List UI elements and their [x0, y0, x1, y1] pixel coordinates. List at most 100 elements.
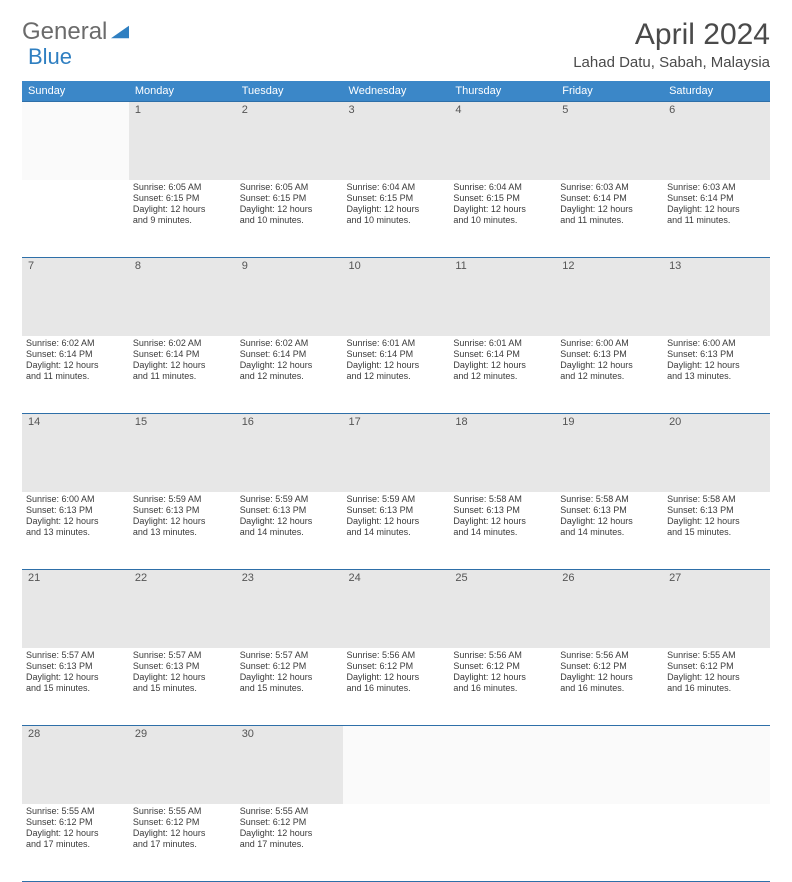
day-cell-line: Daylight: 12 hours: [560, 204, 659, 215]
day-number: 29: [129, 726, 236, 804]
day-number: 13: [663, 258, 770, 336]
day-cell: Sunrise: 5:55 AMSunset: 6:12 PMDaylight:…: [236, 804, 343, 882]
dow-header: Sunday: [22, 81, 129, 102]
logo-triangle-icon: [111, 25, 129, 39]
day-cell-line: Daylight: 12 hours: [560, 360, 659, 371]
dow-header: Thursday: [449, 81, 556, 102]
day-cell-line: and 15 minutes.: [26, 683, 125, 694]
day-cell: Sunrise: 5:59 AMSunset: 6:13 PMDaylight:…: [236, 492, 343, 570]
day-cell-line: and 14 minutes.: [453, 527, 552, 538]
day-number: 16: [236, 414, 343, 492]
daynum-row: 123456: [22, 102, 770, 180]
day-cell-line: Sunset: 6:15 PM: [133, 193, 232, 204]
day-cell-line: Sunrise: 6:00 AM: [560, 338, 659, 349]
day-cell-line: Sunset: 6:14 PM: [26, 349, 125, 360]
day-cell-line: Sunrise: 6:04 AM: [453, 182, 552, 193]
day-cell-line: Daylight: 12 hours: [133, 516, 232, 527]
day-cell-line: Sunrise: 5:55 AM: [240, 806, 339, 817]
day-cell-line: Sunset: 6:13 PM: [667, 349, 766, 360]
day-number: 26: [556, 570, 663, 648]
day-cell: Sunrise: 5:57 AMSunset: 6:12 PMDaylight:…: [236, 648, 343, 726]
day-cell-line: and 16 minutes.: [453, 683, 552, 694]
dow-header: Friday: [556, 81, 663, 102]
day-cell-line: Sunset: 6:13 PM: [133, 661, 232, 672]
day-cell: [556, 804, 663, 882]
day-cell-line: Daylight: 12 hours: [240, 360, 339, 371]
day-cell-line: Sunrise: 5:59 AM: [347, 494, 446, 505]
day-cell-line: and 17 minutes.: [26, 839, 125, 850]
dow-header: Wednesday: [343, 81, 450, 102]
day-number: 11: [449, 258, 556, 336]
dow-row: SundayMondayTuesdayWednesdayThursdayFrid…: [22, 81, 770, 102]
day-cell-line: Sunset: 6:13 PM: [667, 505, 766, 516]
day-cell-line: Sunset: 6:13 PM: [133, 505, 232, 516]
day-cell-line: Sunset: 6:12 PM: [240, 661, 339, 672]
day-cell-line: Sunrise: 5:56 AM: [560, 650, 659, 661]
day-cell-line: Sunset: 6:14 PM: [667, 193, 766, 204]
day-cell-line: Sunset: 6:14 PM: [347, 349, 446, 360]
day-cell-line: and 14 minutes.: [347, 527, 446, 538]
day-number: 14: [22, 414, 129, 492]
day-cell-line: Sunrise: 6:02 AM: [240, 338, 339, 349]
dow-header: Monday: [129, 81, 236, 102]
day-cell-line: Sunrise: 6:03 AM: [560, 182, 659, 193]
day-cell-line: Sunrise: 5:58 AM: [560, 494, 659, 505]
day-cell-line: and 12 minutes.: [453, 371, 552, 382]
day-cell: [22, 180, 129, 258]
week-row: Sunrise: 5:57 AMSunset: 6:13 PMDaylight:…: [22, 648, 770, 726]
day-cell-line: and 13 minutes.: [26, 527, 125, 538]
day-number: [556, 726, 663, 804]
daynum-row: 21222324252627: [22, 570, 770, 648]
logo-sub: Blue: [28, 44, 72, 70]
day-number: 21: [22, 570, 129, 648]
day-cell-line: Daylight: 12 hours: [560, 516, 659, 527]
day-cell-line: Sunrise: 6:00 AM: [667, 338, 766, 349]
day-cell-line: Sunset: 6:13 PM: [26, 505, 125, 516]
day-cell-line: and 14 minutes.: [560, 527, 659, 538]
day-cell-line: Sunset: 6:15 PM: [240, 193, 339, 204]
day-cell-line: Sunset: 6:13 PM: [560, 505, 659, 516]
day-cell-line: Sunrise: 6:02 AM: [26, 338, 125, 349]
day-cell: Sunrise: 5:55 AMSunset: 6:12 PMDaylight:…: [129, 804, 236, 882]
day-cell-line: and 15 minutes.: [133, 683, 232, 694]
day-cell-line: Daylight: 12 hours: [667, 672, 766, 683]
day-cell: [449, 804, 556, 882]
day-cell-line: Sunrise: 5:59 AM: [240, 494, 339, 505]
day-cell-line: and 16 minutes.: [560, 683, 659, 694]
day-cell: Sunrise: 5:58 AMSunset: 6:13 PMDaylight:…: [556, 492, 663, 570]
dow-header: Tuesday: [236, 81, 343, 102]
day-cell-line: Daylight: 12 hours: [667, 360, 766, 371]
day-cell-line: Sunrise: 6:01 AM: [347, 338, 446, 349]
day-cell-line: Sunset: 6:12 PM: [240, 817, 339, 828]
day-cell: Sunrise: 5:59 AMSunset: 6:13 PMDaylight:…: [343, 492, 450, 570]
day-cell-line: Sunset: 6:15 PM: [453, 193, 552, 204]
day-cell-line: Sunrise: 5:57 AM: [240, 650, 339, 661]
day-cell-line: and 13 minutes.: [667, 371, 766, 382]
day-cell-line: Sunset: 6:14 PM: [453, 349, 552, 360]
day-cell-line: Daylight: 12 hours: [133, 672, 232, 683]
day-cell: Sunrise: 6:02 AMSunset: 6:14 PMDaylight:…: [236, 336, 343, 414]
day-cell-line: Daylight: 12 hours: [240, 516, 339, 527]
day-cell-line: and 12 minutes.: [347, 371, 446, 382]
month-title: April 2024: [573, 18, 770, 52]
day-cell-line: Sunrise: 5:59 AM: [133, 494, 232, 505]
day-cell-line: Daylight: 12 hours: [453, 672, 552, 683]
day-number: 24: [343, 570, 450, 648]
day-cell-line: Sunrise: 6:00 AM: [26, 494, 125, 505]
day-cell-line: Daylight: 12 hours: [133, 828, 232, 839]
day-cell: Sunrise: 6:05 AMSunset: 6:15 PMDaylight:…: [129, 180, 236, 258]
day-cell-line: and 9 minutes.: [133, 215, 232, 226]
day-number: 19: [556, 414, 663, 492]
day-cell-line: Sunset: 6:13 PM: [453, 505, 552, 516]
day-cell-line: Daylight: 12 hours: [26, 672, 125, 683]
day-cell-line: Sunrise: 6:03 AM: [667, 182, 766, 193]
day-cell-line: Sunrise: 5:57 AM: [26, 650, 125, 661]
day-cell-line: Daylight: 12 hours: [560, 672, 659, 683]
day-number: 10: [343, 258, 450, 336]
day-number: [449, 726, 556, 804]
day-cell-line: Sunrise: 6:04 AM: [347, 182, 446, 193]
day-cell-line: Sunset: 6:12 PM: [453, 661, 552, 672]
day-cell-line: and 11 minutes.: [26, 371, 125, 382]
calendar-head: SundayMondayTuesdayWednesdayThursdayFrid…: [22, 81, 770, 102]
day-cell-line: Sunset: 6:12 PM: [560, 661, 659, 672]
